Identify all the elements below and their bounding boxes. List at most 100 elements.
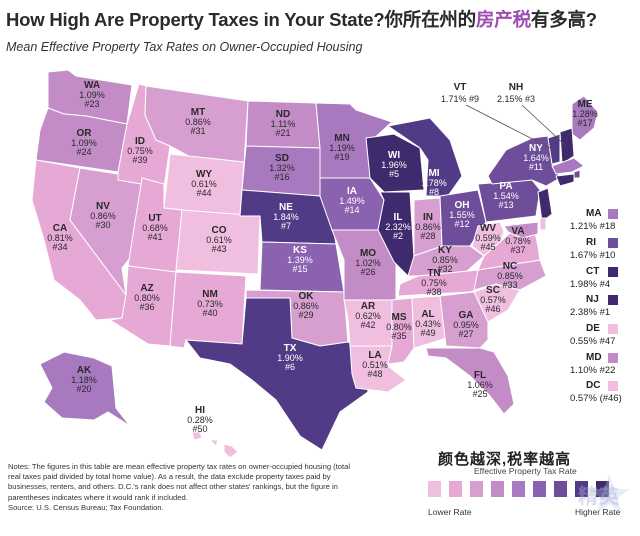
- state-rate-ak: 1.18%: [71, 375, 97, 385]
- callout-label-nh: NH: [509, 82, 523, 93]
- state-label-me: ME: [578, 99, 593, 110]
- notes-block: Notes: The figures in this table are mea…: [8, 462, 360, 513]
- state-rate-az: 0.80%: [134, 293, 160, 303]
- state-rate-ok: 0.86%: [293, 301, 319, 311]
- state-label-al: AL: [421, 309, 434, 320]
- side-swatch-ri: [608, 238, 618, 248]
- state-rate-mi: 1.78%: [421, 178, 447, 188]
- callout-leader-nh: [521, 104, 567, 147]
- title-chinese-highlight: 房产税: [475, 9, 531, 30]
- state-label-co: CO: [212, 225, 227, 236]
- state-wv: [471, 221, 505, 257]
- state-label-ny: NY: [529, 143, 543, 154]
- legend-swatch-8: [575, 481, 588, 497]
- state-de: [539, 217, 547, 231]
- state-rank-az: #36: [139, 302, 154, 312]
- state-rate-oh: 1.55%: [449, 210, 475, 220]
- state-ri: [573, 169, 581, 179]
- state-rank-nc: #33: [502, 280, 517, 290]
- legend-swatch-4: [491, 481, 504, 497]
- state-rank-ak: #20: [76, 384, 91, 394]
- state-label-ok: OK: [299, 291, 315, 302]
- state-rate-la: 0.51%: [362, 360, 388, 370]
- state-rank-pa: #13: [498, 200, 513, 210]
- state-rate-ca: 0.81%: [47, 233, 73, 243]
- side-abbr-ri: RI: [586, 237, 596, 248]
- state-ct: [555, 173, 575, 187]
- state-rate-nv: 0.86%: [90, 211, 116, 221]
- state-rate-ms: 0.80%: [386, 322, 412, 332]
- side-swatch-ct: [608, 267, 618, 277]
- state-rank-ny: #11: [529, 162, 543, 172]
- state-rank-va: #37: [510, 245, 525, 255]
- state-label-la: LA: [368, 350, 381, 361]
- state-rate-al: 0.43%: [415, 319, 441, 329]
- source-text: Source: U.S. Census Bureau; Tax Foundati…: [8, 502, 164, 512]
- map-subtitle: Mean Effective Property Tax Rates on Own…: [6, 40, 363, 54]
- state-label-fl: FL: [474, 370, 486, 381]
- state-rank-ky: #32: [437, 264, 452, 274]
- side-abbr-nj: NJ: [586, 294, 599, 305]
- state-rate-mt: 0.86%: [185, 117, 211, 127]
- state-rate-wv: 0.59%: [475, 233, 501, 243]
- state-rank-wi: #5: [389, 169, 399, 179]
- state-rank-ar: #42: [360, 320, 375, 330]
- state-co: [175, 209, 261, 275]
- state-rate-sd: 1.32%: [269, 163, 295, 173]
- state-label-ca: CA: [53, 223, 67, 234]
- state-rank-mn: #19: [334, 152, 349, 162]
- side-swatch-md: [608, 353, 618, 363]
- state-label-nd: ND: [276, 109, 290, 120]
- state-rate-nm: 0.73%: [197, 299, 223, 309]
- callout-leader-vt: [465, 104, 555, 151]
- state-label-az: AZ: [140, 283, 153, 294]
- state-label-nc: NC: [503, 261, 517, 272]
- state-rank-nd: #21: [275, 128, 290, 138]
- legend-swatch-5: [512, 481, 525, 497]
- state-rate-mo: 1.02%: [355, 258, 381, 268]
- state-ma: [551, 157, 585, 175]
- state-label-sc: SC: [486, 285, 500, 296]
- state-wi: [365, 133, 425, 193]
- legend-swatch-3: [470, 481, 483, 497]
- state-rank-tn: #38: [426, 287, 441, 297]
- state-label-ms: MS: [392, 312, 407, 323]
- state-label-wi: WI: [388, 150, 400, 161]
- state-rank-in: #28: [420, 231, 435, 241]
- state-rank-or: #24: [76, 147, 91, 157]
- state-rate-wy: 0.61%: [191, 179, 217, 189]
- state-rank-la: #48: [367, 369, 382, 379]
- state-rate-ks: 1.39%: [287, 255, 313, 265]
- state-al: [411, 295, 447, 349]
- state-label-id: ID: [135, 136, 145, 147]
- state-rate-in: 0.86%: [415, 222, 441, 232]
- notes-text: Notes: The figures in this table are mea…: [8, 462, 351, 502]
- state-label-in: IN: [423, 212, 433, 223]
- legend-low-label: Lower Rate: [428, 507, 472, 517]
- side-abbr-ct: CT: [586, 266, 600, 277]
- callout-label-vt: VT: [454, 82, 467, 93]
- state-rank-oh: #12: [454, 219, 469, 229]
- state-rank-co: #43: [211, 244, 226, 254]
- legend-slogan: 颜色越深,税率越高: [438, 451, 572, 468]
- watermark-star-icon: ★: [585, 465, 634, 525]
- state-rank-il: #2: [393, 231, 403, 241]
- state-label-nv: NV: [96, 201, 110, 212]
- state-tx: [184, 297, 369, 451]
- state-label-mo: MO: [360, 248, 376, 259]
- state-label-wv: WV: [480, 223, 496, 234]
- state-rank-sd: #16: [274, 172, 289, 182]
- state-rate-ne: 1.84%: [273, 212, 299, 222]
- legend-swatch-9: [596, 481, 609, 497]
- state-label-va: VA: [511, 226, 524, 237]
- state-hi: [191, 431, 239, 459]
- state-rank-wv: #45: [480, 242, 495, 252]
- side-value-dc: 0.57% (#46): [570, 393, 622, 404]
- state-rate-ia: 1.49%: [339, 196, 365, 206]
- state-label-wy: WY: [196, 169, 212, 180]
- state-rate-pa: 1.54%: [493, 191, 519, 201]
- state-rank-fl: #25: [472, 389, 487, 399]
- state-label-mt: MT: [191, 107, 205, 118]
- state-rate-nc: 0.85%: [497, 271, 523, 281]
